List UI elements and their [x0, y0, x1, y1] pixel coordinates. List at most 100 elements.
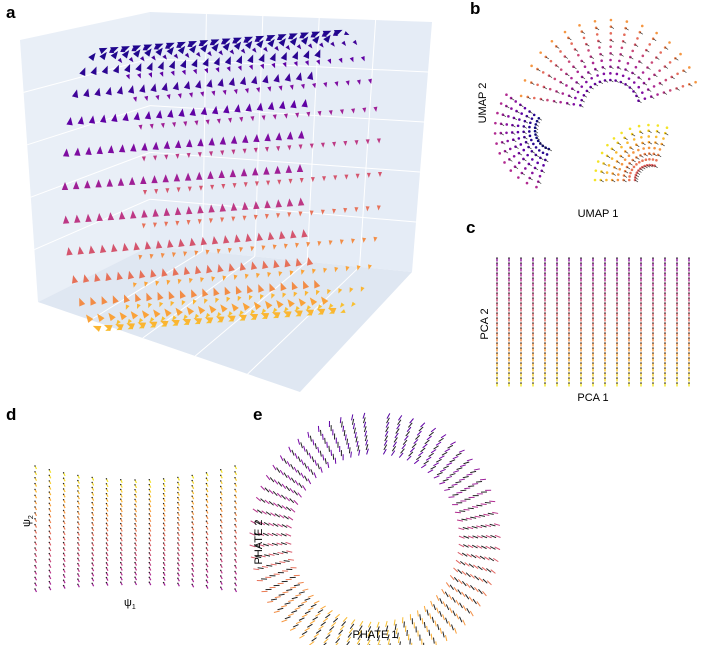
point — [592, 272, 594, 274]
arrow — [581, 99, 585, 103]
cone — [289, 84, 294, 91]
grid-line — [149, 198, 417, 223]
point — [616, 257, 618, 259]
cone — [150, 83, 157, 92]
arrow — [439, 481, 446, 485]
arrow — [356, 638, 361, 645]
point — [556, 262, 558, 264]
cone — [330, 41, 335, 47]
arrow — [420, 464, 427, 469]
point — [664, 297, 666, 299]
point — [592, 317, 594, 319]
cone — [368, 78, 372, 85]
point — [616, 302, 618, 304]
arrow — [355, 436, 358, 443]
arrow — [253, 532, 260, 536]
arrow — [448, 620, 451, 627]
point — [120, 508, 122, 510]
point — [148, 503, 150, 505]
cone — [118, 211, 126, 220]
point — [688, 257, 690, 259]
cone — [366, 172, 371, 178]
plots — [20, 12, 697, 645]
cone — [242, 201, 249, 211]
point — [62, 515, 65, 517]
arrow — [538, 117, 542, 121]
arrow — [625, 69, 629, 72]
arrow — [329, 626, 335, 631]
point — [510, 107, 513, 110]
arrow — [620, 54, 624, 57]
arrow — [528, 163, 532, 167]
point — [688, 312, 690, 314]
point — [496, 262, 498, 264]
point — [592, 372, 594, 374]
arrow — [455, 599, 460, 606]
point — [48, 519, 50, 521]
arrow — [449, 607, 453, 614]
cone — [290, 99, 297, 109]
arrow — [457, 569, 463, 575]
arrow — [385, 625, 389, 632]
point — [640, 297, 642, 299]
point — [162, 488, 165, 490]
point — [520, 272, 522, 274]
arrow — [458, 449, 465, 453]
arrow — [459, 602, 463, 609]
cone — [228, 77, 235, 86]
point — [544, 377, 546, 379]
arrow — [281, 505, 287, 510]
point — [640, 287, 642, 289]
point — [177, 522, 179, 524]
point — [616, 372, 618, 374]
point — [205, 558, 208, 560]
point — [640, 257, 642, 259]
point — [627, 77, 631, 80]
arrow — [525, 141, 530, 145]
point — [77, 547, 79, 549]
arrow — [456, 467, 463, 471]
point — [220, 469, 222, 471]
point — [544, 362, 546, 364]
point — [77, 490, 79, 492]
point — [220, 480, 222, 482]
point — [604, 292, 606, 294]
arrow — [353, 427, 356, 434]
point — [509, 169, 513, 172]
arrow — [466, 458, 473, 462]
point — [77, 521, 79, 523]
arrow — [413, 459, 420, 465]
point — [205, 568, 208, 571]
cone — [146, 62, 153, 71]
cone — [127, 270, 135, 280]
point — [602, 72, 606, 76]
arrow — [430, 449, 437, 454]
point — [496, 282, 498, 284]
point — [105, 581, 108, 584]
cone — [194, 313, 200, 319]
arrow — [540, 143, 544, 146]
arrow — [447, 486, 454, 489]
cone — [71, 275, 79, 284]
point — [676, 287, 678, 289]
arrow — [506, 105, 510, 109]
arrow — [474, 575, 480, 581]
point — [532, 377, 534, 379]
point — [508, 147, 512, 151]
arrow — [249, 532, 256, 536]
point — [556, 317, 558, 319]
point — [62, 563, 65, 565]
cone — [233, 37, 242, 44]
arrow — [259, 555, 266, 558]
cone — [88, 115, 96, 124]
point — [508, 317, 510, 319]
cone — [362, 237, 367, 243]
cone — [223, 105, 230, 114]
arrow — [560, 81, 564, 85]
point — [544, 342, 546, 344]
point — [544, 352, 546, 354]
point — [536, 161, 539, 165]
arrow — [291, 610, 298, 614]
arrow — [297, 456, 301, 463]
point — [134, 489, 136, 491]
